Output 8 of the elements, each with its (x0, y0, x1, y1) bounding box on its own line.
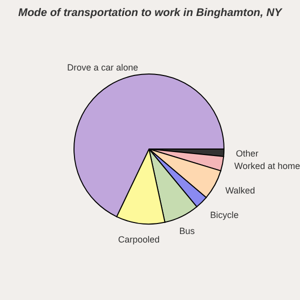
slice-label: Walked (225, 186, 256, 196)
chart-title: Mode of transportation to work in Binghamton, NY (18, 7, 284, 19)
slice-label: Other (236, 148, 258, 158)
slice-label: Carpooled (118, 234, 160, 244)
slice-label: Bicycle (210, 210, 239, 220)
slice-label: Bus (179, 226, 196, 236)
slice-label: Worked at home (234, 161, 300, 172)
slice-label: Drove a car alone (67, 62, 138, 72)
